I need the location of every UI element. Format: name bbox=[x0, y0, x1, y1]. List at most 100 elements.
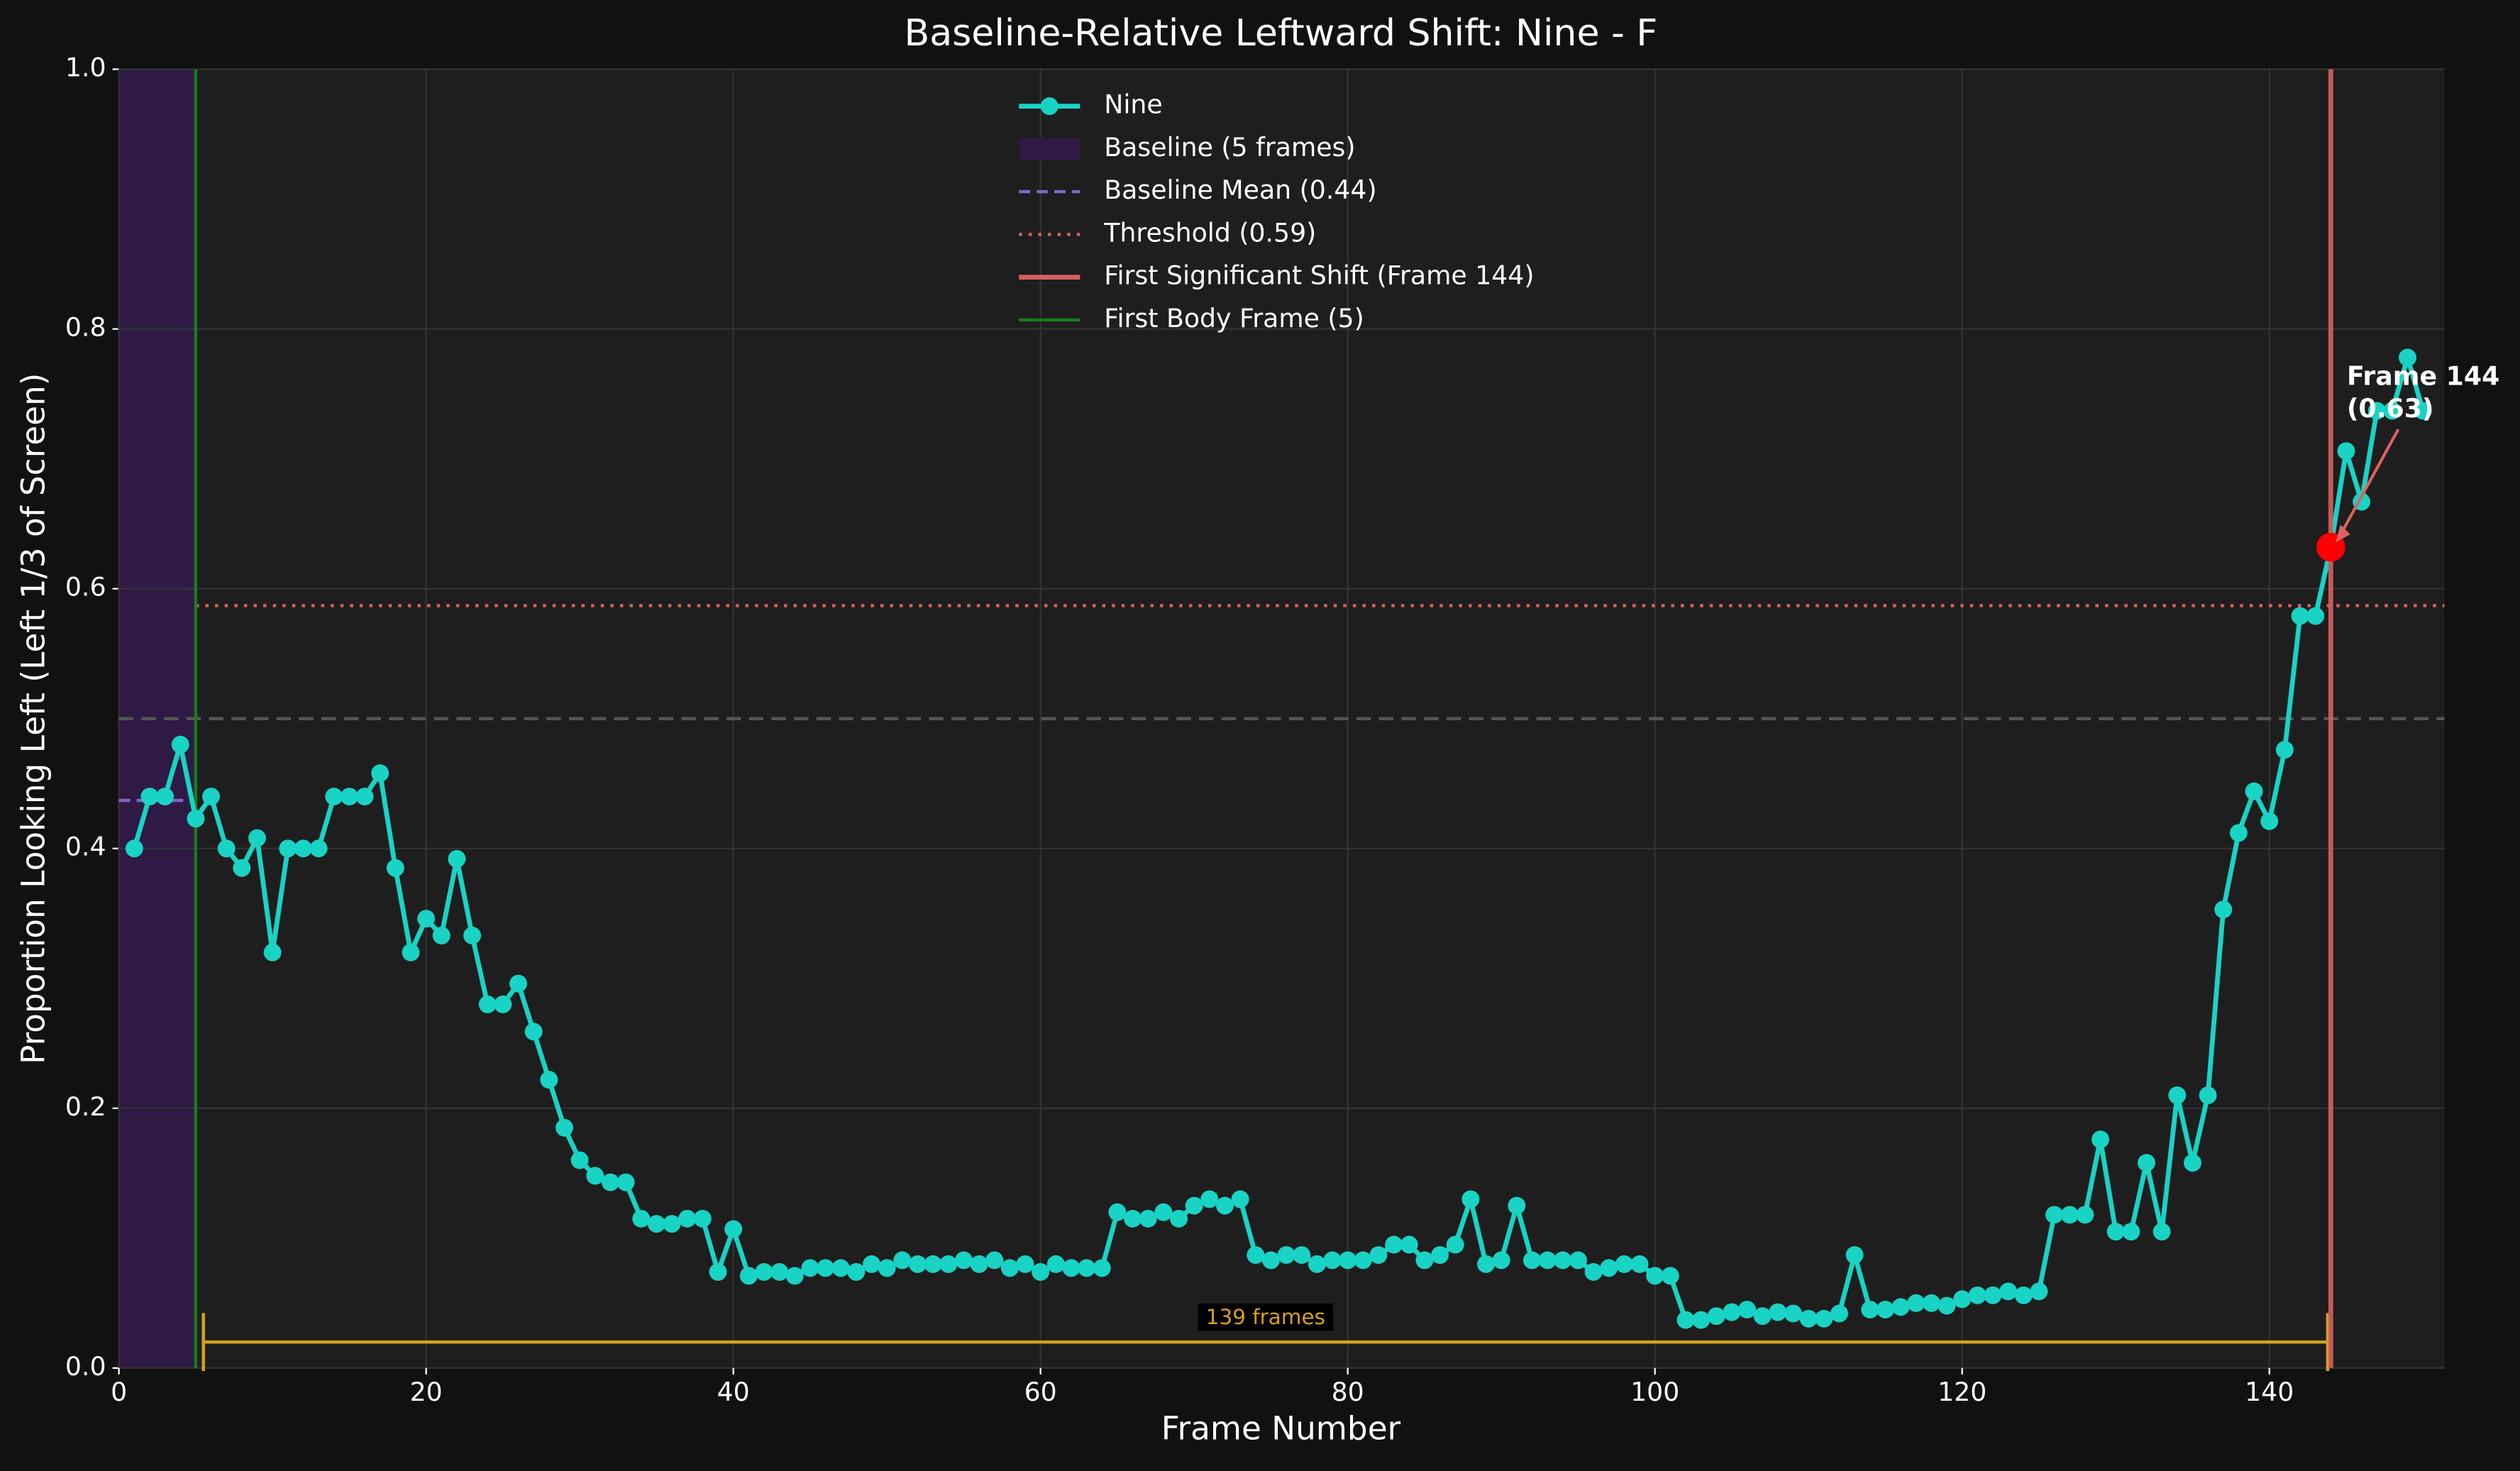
data-point bbox=[1308, 1255, 1326, 1273]
data-point bbox=[1845, 1246, 1864, 1265]
data-point bbox=[1154, 1203, 1173, 1221]
data-point bbox=[785, 1267, 804, 1285]
data-point bbox=[1415, 1251, 1434, 1269]
data-point bbox=[1999, 1282, 2018, 1301]
data-point bbox=[770, 1262, 789, 1281]
data-point bbox=[1200, 1190, 1219, 1208]
data-point bbox=[309, 839, 328, 858]
data-point bbox=[1400, 1235, 1418, 1254]
span-label-box bbox=[1198, 1303, 1333, 1331]
data-point bbox=[371, 764, 389, 783]
data-point bbox=[1369, 1246, 1388, 1265]
data-point bbox=[693, 1209, 712, 1228]
y-tick-label: 0.8 bbox=[65, 312, 106, 343]
data-point bbox=[2214, 900, 2233, 919]
data-point bbox=[1830, 1304, 1848, 1323]
data-point bbox=[1354, 1251, 1372, 1269]
data-point bbox=[1046, 1255, 1065, 1273]
x-tick-label: 140 bbox=[2245, 1377, 2294, 1407]
data-point bbox=[1247, 1246, 1265, 1265]
x-tick-label: 20 bbox=[410, 1377, 443, 1407]
data-point bbox=[863, 1255, 880, 1273]
data-point bbox=[1124, 1209, 1142, 1228]
data-point bbox=[2245, 782, 2263, 800]
data-point bbox=[1753, 1307, 1772, 1326]
data-point bbox=[1876, 1301, 1894, 1318]
y-tick-label: 0.0 bbox=[65, 1351, 106, 1382]
data-point bbox=[586, 1167, 604, 1185]
data-point bbox=[1984, 1286, 2002, 1304]
data-point bbox=[202, 788, 220, 805]
data-point bbox=[985, 1251, 1004, 1269]
x-tick-label: 40 bbox=[717, 1377, 750, 1407]
data-point bbox=[402, 943, 420, 962]
data-point bbox=[724, 1220, 743, 1238]
data-point bbox=[1000, 1259, 1019, 1277]
data-point bbox=[1062, 1259, 1081, 1277]
data-point bbox=[417, 910, 436, 928]
data-point bbox=[386, 859, 404, 877]
legend-label: First Significant Shift (Frame 144) bbox=[1104, 260, 1534, 291]
data-point bbox=[2030, 1282, 2048, 1301]
data-point bbox=[279, 839, 297, 858]
legend-key bbox=[1019, 138, 1081, 160]
data-point bbox=[2060, 1206, 2079, 1224]
y-axis-label: Proportion Looking Left (Left 1/3 of Scr… bbox=[14, 373, 52, 1064]
data-point bbox=[171, 735, 189, 754]
data-point bbox=[478, 995, 497, 1013]
data-point bbox=[432, 926, 451, 944]
data-point bbox=[663, 1215, 681, 1233]
data-point bbox=[939, 1255, 958, 1273]
x-tick-label: 100 bbox=[1630, 1377, 1679, 1407]
data-point bbox=[1261, 1251, 1280, 1269]
data-point bbox=[970, 1255, 988, 1273]
data-point bbox=[1323, 1251, 1342, 1269]
y-tick-label: 0.4 bbox=[65, 832, 106, 862]
data-point bbox=[2045, 1206, 2064, 1224]
data-point bbox=[2260, 812, 2279, 830]
annotation-text: (0.63) bbox=[2347, 393, 2434, 424]
data-point bbox=[1569, 1251, 1587, 1269]
data-point bbox=[801, 1259, 819, 1277]
data-point bbox=[2091, 1130, 2110, 1149]
data-point bbox=[2414, 402, 2432, 420]
annotation-text: Frame 144 bbox=[2347, 360, 2499, 391]
data-point bbox=[494, 995, 512, 1013]
data-point bbox=[1692, 1311, 1711, 1329]
x-tick-label: 120 bbox=[1938, 1377, 1986, 1407]
data-point bbox=[217, 839, 236, 858]
x-tick-label: 0 bbox=[111, 1377, 127, 1407]
data-point bbox=[647, 1215, 665, 1233]
x-tick-label: 60 bbox=[1024, 1377, 1057, 1407]
data-point bbox=[1093, 1259, 1111, 1277]
data-point bbox=[2275, 741, 2294, 759]
data-point bbox=[1385, 1235, 1403, 1254]
data-point bbox=[1584, 1262, 1603, 1281]
data-point bbox=[755, 1262, 773, 1281]
data-point bbox=[2076, 1206, 2094, 1224]
data-point bbox=[1769, 1303, 1787, 1321]
data-point bbox=[878, 1259, 896, 1277]
data-point bbox=[325, 788, 343, 805]
data-point bbox=[1953, 1290, 1972, 1309]
data-point bbox=[1492, 1251, 1510, 1269]
data-point bbox=[1293, 1246, 1311, 1265]
legend-label: Nine bbox=[1104, 89, 1162, 120]
data-point bbox=[1461, 1190, 1480, 1208]
data-point bbox=[524, 1023, 543, 1041]
y-tick-label: 0.2 bbox=[65, 1091, 106, 1122]
data-point bbox=[709, 1262, 727, 1281]
data-point bbox=[909, 1255, 927, 1273]
x-axis-label: Frame Number bbox=[1161, 1410, 1401, 1448]
data-point bbox=[601, 1173, 619, 1191]
data-point bbox=[2199, 1086, 2217, 1104]
legend-label: First Body Frame (5) bbox=[1104, 303, 1364, 334]
data-point bbox=[140, 788, 159, 805]
data-point bbox=[1016, 1255, 1034, 1273]
data-point bbox=[1032, 1262, 1050, 1281]
data-point bbox=[1477, 1255, 1495, 1273]
data-point bbox=[1446, 1235, 1464, 1254]
data-point bbox=[1615, 1255, 1633, 1273]
